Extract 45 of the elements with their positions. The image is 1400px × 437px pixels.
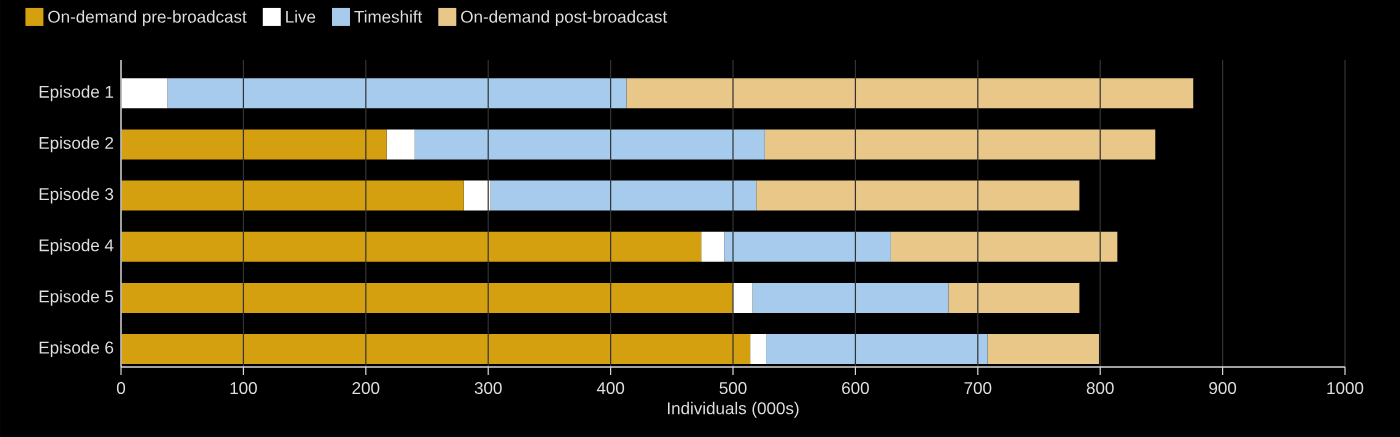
bar bbox=[948, 282, 1080, 313]
x-tick-label: 900 bbox=[1209, 382, 1237, 395]
x-tick-label: 700 bbox=[964, 382, 992, 395]
bar bbox=[121, 231, 702, 262]
x-tick-label: 400 bbox=[596, 382, 625, 395]
x-tick-label: 800 bbox=[1086, 382, 1114, 395]
bar bbox=[987, 334, 1099, 365]
bar bbox=[121, 78, 168, 109]
x-tick-label: 0 bbox=[116, 382, 126, 395]
legend-label: On-demand post-broadcast bbox=[461, 10, 668, 27]
bar bbox=[386, 129, 415, 160]
y-tick-label: Episode 4 bbox=[39, 238, 114, 255]
legend-label: Live bbox=[286, 10, 316, 23]
x-axis-title: Individuals (000s) bbox=[667, 401, 799, 418]
x-tick-label: 500 bbox=[719, 382, 747, 395]
legend-label: On-demand pre-broadcast bbox=[48, 10, 247, 27]
y-tick-label: Episode 2 bbox=[39, 136, 114, 153]
x-tick-label: 200 bbox=[352, 382, 380, 395]
y-tick-label: Episode 6 bbox=[39, 341, 114, 357]
bar bbox=[752, 282, 949, 313]
bar bbox=[121, 180, 464, 211]
x-tick-label: 1000 bbox=[1327, 382, 1364, 395]
x-tick-label: 300 bbox=[474, 382, 502, 395]
bar bbox=[750, 334, 767, 365]
y-tick-label: Episode 3 bbox=[39, 187, 114, 204]
bar bbox=[121, 282, 734, 313]
bar bbox=[167, 78, 627, 109]
bar bbox=[890, 231, 1118, 262]
bar bbox=[701, 231, 725, 262]
bar bbox=[463, 180, 491, 211]
bar bbox=[626, 78, 1194, 109]
legend-label: Timeshift bbox=[354, 10, 423, 23]
bar bbox=[733, 282, 753, 313]
y-tick-label: Episode 1 bbox=[39, 85, 114, 102]
bar bbox=[490, 180, 757, 211]
bar bbox=[756, 180, 1080, 211]
bar bbox=[121, 129, 387, 160]
x-tick-label: 600 bbox=[842, 382, 869, 395]
y-tick-label: Episode 5 bbox=[39, 289, 114, 306]
x-tick-label: 100 bbox=[230, 382, 257, 395]
bar bbox=[766, 334, 988, 365]
bar bbox=[724, 231, 891, 262]
bar bbox=[764, 129, 1156, 160]
bar bbox=[121, 334, 751, 365]
bar bbox=[414, 129, 765, 160]
